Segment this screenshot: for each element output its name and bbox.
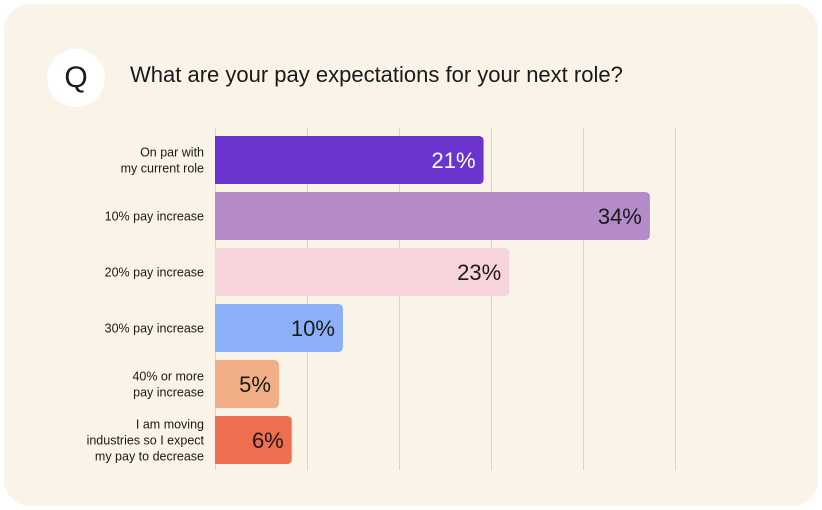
value-label-5: 5% [239, 372, 271, 397]
bar-1 [215, 136, 484, 184]
bar-6 [215, 416, 292, 464]
value-label-6: 6% [252, 428, 284, 453]
value-label-3: 23% [457, 260, 501, 285]
category-label-5: 40% or more pay increase [132, 370, 204, 400]
category-label-2: 10% pay increase [105, 210, 204, 224]
category-label-6: I am moving industries so I expect my pay … [87, 418, 205, 464]
chart-title: What are your pay expectations for your … [130, 62, 623, 87]
bar-5 [215, 360, 279, 408]
category-label-3: 20% pay increase [105, 266, 204, 280]
value-label-2: 34% [598, 204, 642, 229]
category-label-4: 30% pay increase [105, 322, 204, 336]
bar-4 [215, 304, 343, 352]
bar-3 [215, 248, 510, 296]
chart-card: Q What are your pay expectations for you… [4, 4, 818, 506]
bar-2 [215, 192, 650, 240]
value-label-1: 21% [432, 148, 476, 173]
question-badge: Q [47, 49, 105, 107]
value-label-4: 10% [291, 316, 335, 341]
category-label-1: On par with my current role [121, 146, 204, 176]
